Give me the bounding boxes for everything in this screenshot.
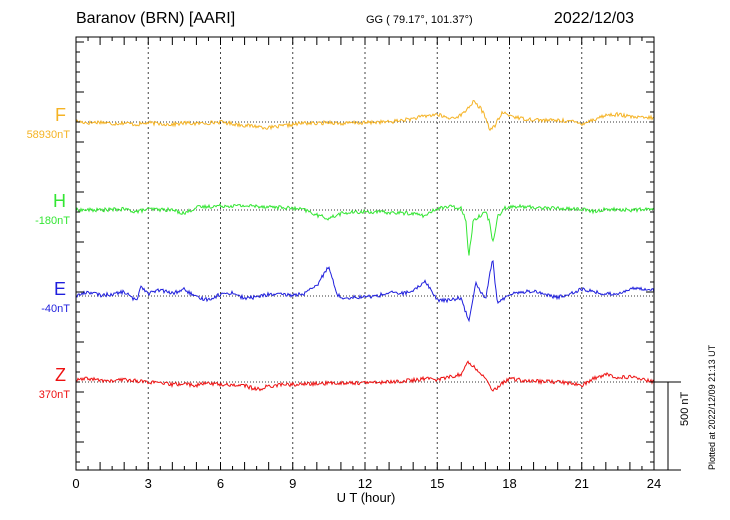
channel-label-z: Z bbox=[55, 365, 66, 385]
x-tick-label: 0 bbox=[72, 476, 80, 491]
x-tick-label: 18 bbox=[502, 476, 517, 491]
x-tick-label: 15 bbox=[430, 476, 445, 491]
scale-bar bbox=[654, 381, 681, 471]
trace-z bbox=[75, 360, 655, 392]
x-axis-label: U T (hour) bbox=[336, 490, 396, 505]
channel-baseline-f: 58930nT bbox=[26, 129, 70, 141]
trace-f bbox=[75, 99, 655, 132]
channel-label-f: F bbox=[55, 105, 66, 125]
trace-h bbox=[75, 202, 655, 256]
channel-baseline-e: -40nT bbox=[41, 303, 70, 315]
channel-baseline-h: -180nT bbox=[35, 215, 70, 227]
channel-baseline-z: 370nT bbox=[38, 389, 70, 401]
station-title: Baranov (BRN) [AARI] bbox=[76, 10, 236, 27]
x-tick-label: 12 bbox=[357, 476, 373, 491]
x-tick-label: 24 bbox=[646, 476, 662, 491]
trace-e bbox=[75, 259, 655, 323]
plotted-timestamp: Plotted at 2022/12/09 21:13 UT bbox=[707, 344, 717, 470]
channel-label-h: H bbox=[53, 191, 66, 211]
coordinates-label: GG ( 79.17°, 101.37°) bbox=[366, 14, 473, 26]
channel-label-e: E bbox=[53, 279, 66, 299]
scale-bar-label: 500 nT bbox=[679, 391, 691, 426]
x-tick-label: 9 bbox=[289, 476, 297, 491]
axis-ticks bbox=[75, 37, 655, 470]
x-tick-label: 6 bbox=[216, 476, 225, 491]
traces bbox=[75, 99, 655, 392]
grid-lines bbox=[147, 37, 583, 470]
date-label: 2022/12/03 bbox=[553, 10, 634, 27]
x-tick-label: 21 bbox=[574, 476, 589, 491]
x-tick-label: 3 bbox=[144, 476, 152, 491]
